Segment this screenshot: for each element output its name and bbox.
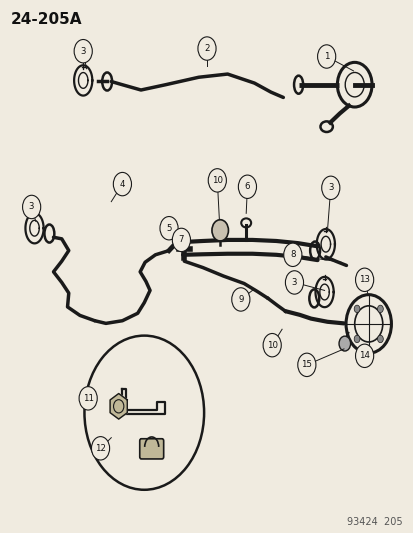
Text: 2: 2 bbox=[204, 44, 209, 53]
Circle shape bbox=[377, 335, 382, 343]
Circle shape bbox=[172, 228, 190, 252]
Text: 10: 10 bbox=[266, 341, 277, 350]
Text: 15: 15 bbox=[301, 360, 311, 369]
Text: 10: 10 bbox=[211, 176, 222, 185]
Text: 9: 9 bbox=[237, 295, 243, 304]
Circle shape bbox=[321, 176, 339, 199]
Circle shape bbox=[74, 39, 92, 63]
Circle shape bbox=[355, 268, 373, 292]
Text: 6: 6 bbox=[244, 182, 249, 191]
Text: 11: 11 bbox=[83, 394, 93, 403]
Circle shape bbox=[159, 216, 178, 240]
Circle shape bbox=[91, 437, 109, 460]
Text: 5: 5 bbox=[166, 224, 171, 233]
Circle shape bbox=[285, 271, 303, 294]
Circle shape bbox=[238, 175, 256, 198]
Text: 3: 3 bbox=[29, 203, 34, 212]
Circle shape bbox=[208, 168, 226, 192]
Circle shape bbox=[297, 353, 315, 376]
Text: 14: 14 bbox=[358, 351, 369, 360]
Circle shape bbox=[197, 37, 216, 60]
Circle shape bbox=[354, 305, 359, 312]
Circle shape bbox=[22, 195, 40, 219]
Text: 3: 3 bbox=[80, 47, 86, 55]
Text: 8: 8 bbox=[290, 251, 295, 260]
Text: 24-205A: 24-205A bbox=[11, 12, 82, 27]
Text: 12: 12 bbox=[95, 444, 106, 453]
Circle shape bbox=[79, 386, 97, 410]
Text: 3: 3 bbox=[327, 183, 333, 192]
Text: 7: 7 bbox=[178, 236, 184, 245]
Circle shape bbox=[338, 336, 350, 351]
Text: 93424  205: 93424 205 bbox=[347, 517, 402, 527]
Polygon shape bbox=[110, 393, 127, 419]
Circle shape bbox=[231, 288, 249, 311]
Text: 13: 13 bbox=[358, 275, 369, 284]
Circle shape bbox=[354, 335, 359, 343]
Circle shape bbox=[355, 344, 373, 368]
FancyBboxPatch shape bbox=[140, 439, 163, 459]
Circle shape bbox=[377, 305, 382, 312]
Text: 4: 4 bbox=[119, 180, 125, 189]
Circle shape bbox=[283, 243, 301, 266]
Circle shape bbox=[317, 45, 335, 68]
Circle shape bbox=[211, 220, 228, 241]
Circle shape bbox=[263, 334, 280, 357]
Circle shape bbox=[113, 172, 131, 196]
Circle shape bbox=[84, 336, 204, 490]
Text: 1: 1 bbox=[323, 52, 329, 61]
Text: 3: 3 bbox=[291, 278, 297, 287]
